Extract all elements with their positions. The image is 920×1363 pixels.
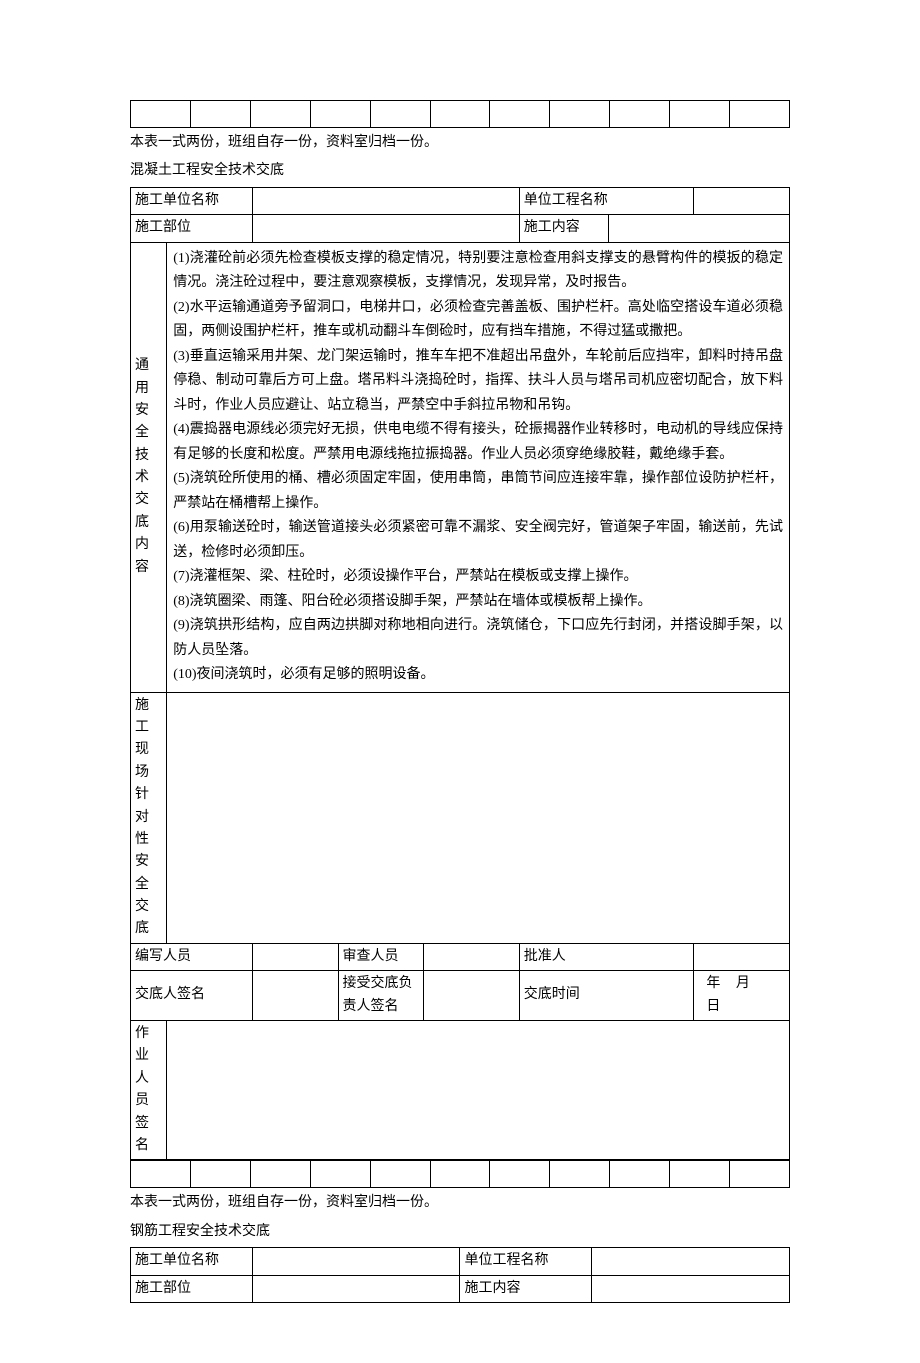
cell [670, 101, 730, 128]
unit-name-label: 施工单位名称 [131, 187, 253, 214]
cell [310, 1161, 370, 1188]
cell [550, 101, 610, 128]
sign-sender-value [252, 971, 338, 1021]
workers-value [167, 1021, 790, 1160]
sign-sender-label: 交底人签名 [131, 971, 253, 1021]
mid-empty-strip [130, 1160, 790, 1188]
location-label: 施工部位 [131, 215, 253, 242]
content-value [608, 215, 789, 242]
note-copies-top: 本表一式两份，班组自存一份，资料室归档一份。 [130, 130, 790, 156]
project-name-value [694, 187, 790, 214]
general-content: (1)浇灌砼前必须先检查模板支撑的稳定情况，特别要注意检查用斜支撑支的悬臂构件的… [167, 242, 790, 692]
time-label: 交底时间 [519, 971, 694, 1021]
reviewer-value [424, 943, 520, 970]
approver-value [694, 943, 790, 970]
cell [131, 1161, 191, 1188]
content-value-2 [592, 1275, 790, 1302]
cell [430, 101, 490, 128]
sign-receiver-label: 接受交底负责人签名 [338, 971, 424, 1021]
unit-name-value [252, 187, 519, 214]
reviewer-label: 审查人员 [338, 943, 424, 970]
location-label-2: 施工部位 [131, 1275, 253, 1302]
cell [310, 101, 370, 128]
cell [370, 1161, 430, 1188]
content-label-2: 施工内容 [460, 1275, 592, 1302]
unit-name-label-2: 施工单位名称 [131, 1248, 253, 1275]
project-name-label: 单位工程名称 [519, 187, 694, 214]
top-empty-strip [130, 100, 790, 128]
cell [250, 101, 310, 128]
cell [131, 101, 191, 128]
cell [430, 1161, 490, 1188]
workers-label: 作业人员签名 [131, 1021, 167, 1160]
cell [190, 1161, 250, 1188]
general-label: 通用安全技术交底内容 [131, 242, 167, 692]
approver-label: 批准人 [519, 943, 694, 970]
note-copies-mid: 本表一式两份，班组自存一份，资料室归档一份。 [130, 1190, 790, 1216]
cell [370, 101, 430, 128]
cell [490, 101, 550, 128]
location-value-2 [252, 1275, 460, 1302]
cell [610, 1161, 670, 1188]
cell [670, 1161, 730, 1188]
cell [190, 101, 250, 128]
time-value: 年 月 日 [694, 971, 790, 1021]
cell [250, 1161, 310, 1188]
section2-table: 施工单位名称 单位工程名称 施工部位 施工内容 [130, 1247, 790, 1303]
cell [490, 1161, 550, 1188]
cell [610, 101, 670, 128]
project-name-label-2: 单位工程名称 [460, 1248, 592, 1275]
content-label: 施工内容 [519, 215, 608, 242]
cell [730, 1161, 790, 1188]
cell [730, 101, 790, 128]
section1-title: 混凝土工程安全技术交底 [130, 158, 790, 184]
section2-title: 钢筋工程安全技术交底 [130, 1219, 790, 1245]
cell [550, 1161, 610, 1188]
sign-receiver-value [424, 971, 520, 1021]
location-value [252, 215, 519, 242]
section1-table: 施工单位名称 单位工程名称 施工部位 施工内容 通用安全技术交底内容 (1)浇灌… [130, 187, 790, 1161]
writer-value [252, 943, 338, 970]
unit-name-value-2 [252, 1248, 460, 1275]
site-content [167, 692, 790, 943]
project-name-value-2 [592, 1248, 790, 1275]
site-label: 施工现场针对性安全交底 [131, 692, 167, 943]
writer-label: 编写人员 [131, 943, 253, 970]
